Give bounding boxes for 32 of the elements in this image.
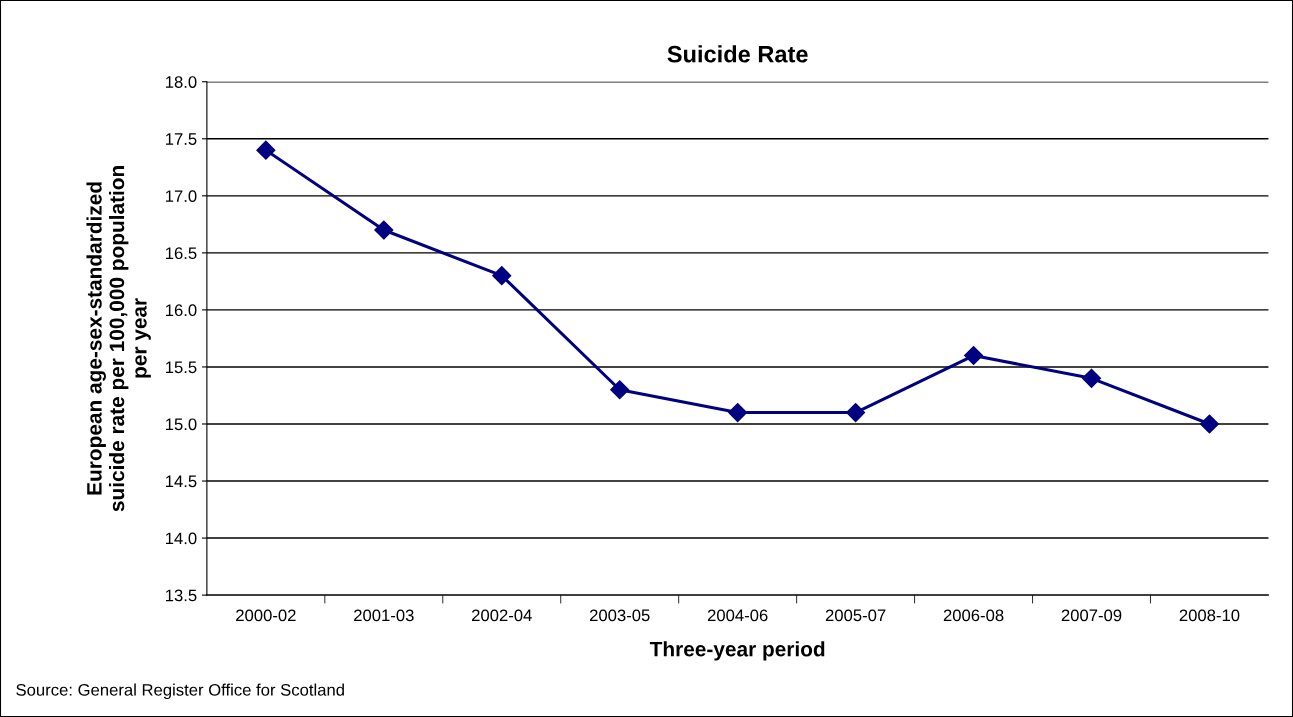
y-tick-label: 16.5 [165,247,197,260]
y-axis-title: European age-sex-standardized suicide rate per 100,000 population per year [86,166,151,512]
y-tick-label: 15.0 [165,418,197,431]
chart-title: Suicide Rate [667,45,808,63]
point [1081,368,1102,388]
x-tick-label: 2007-09 [1061,609,1122,622]
source-note: Source: General Register Office for Scotland [16,683,344,700]
x-tick-label: 2006-08 [943,609,1004,622]
y-tick-label: 15.5 [165,361,197,374]
x-tick-label: 2005-07 [825,609,886,622]
y-tick-label: 18.0 [165,76,197,88]
y-tick-label: 14.0 [165,532,197,545]
y-tick-label: 17.0 [165,190,197,203]
point [374,220,394,240]
point [610,380,630,400]
y-tick-label: 17.5 [165,133,197,145]
y-tick-label: 14.5 [165,475,197,488]
point [1199,414,1219,434]
x-tick-label: 2004-06 [707,609,768,622]
point [256,140,276,160]
x-tick-label: 2001-03 [354,609,414,622]
x-tick-label: 2008-10 [1179,609,1240,622]
x-tick-label: 2002-04 [472,609,532,622]
x-tick-label: 2000-02 [236,609,296,622]
point [964,346,984,366]
point [846,403,866,423]
point [728,403,748,423]
x-tick-label: 2003-05 [589,609,650,622]
x-axis-title: Three-year period [649,641,825,661]
y-tick-label: 16.0 [165,304,197,317]
y-tick-label: 13.5 [165,589,197,602]
point [492,266,512,286]
